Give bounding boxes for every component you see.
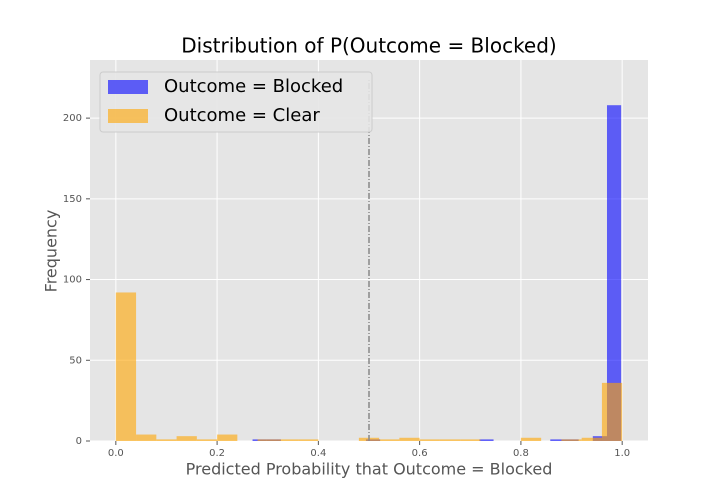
x-tick-label: 0.0 [108,448,124,459]
x-tick-label: 0.6 [412,448,428,459]
bar [439,439,461,441]
legend-label: Outcome = Blocked [164,76,343,97]
x-tick-label: 1.0 [614,448,630,459]
x-axis-label: Predicted Probability that Outcome = Blo… [186,460,553,479]
bar [379,439,400,441]
bar [561,439,582,441]
legend-box [99,71,373,133]
x-tick-label: 0.8 [513,448,529,459]
legend-swatch [108,80,148,94]
bar [196,439,218,441]
bar [298,439,319,441]
bar [156,439,177,441]
y-tick-label: 0 [76,436,82,447]
legend-label: Outcome = Clear [164,105,320,126]
bar [460,439,481,441]
bar [136,434,157,441]
x-tick-label: 0.4 [310,448,326,459]
bar [581,437,602,441]
bar [419,439,440,441]
chart-title: Distribution of P(Outcome = Blocked) [181,34,556,58]
bar [257,439,278,441]
y-tick-label: 50 [69,355,82,366]
legend-swatch [108,109,148,123]
bar [550,439,565,441]
y-tick-label: 200 [63,113,82,124]
x-tick-label: 0.2 [209,448,225,459]
bar [277,439,299,441]
bar [115,292,137,441]
bar [479,439,494,441]
bar [520,437,542,441]
y-tick-label: 150 [63,194,82,205]
bar [399,437,420,441]
bar [217,434,238,441]
bar [606,105,622,441]
y-tick-label: 100 [63,275,82,286]
bar [601,382,623,441]
y-axis-label: Frequency [42,210,61,293]
bar [176,436,197,441]
